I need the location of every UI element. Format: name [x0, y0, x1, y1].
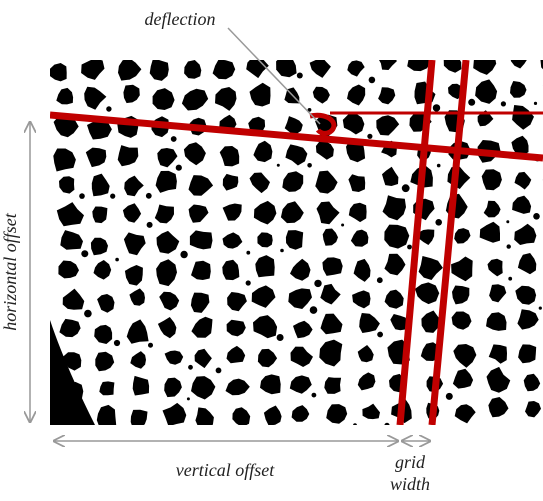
speck	[384, 423, 389, 428]
speck	[310, 306, 318, 314]
speck	[106, 106, 111, 111]
speck	[171, 136, 177, 142]
speck	[216, 368, 222, 374]
speck	[539, 307, 542, 310]
dot	[324, 377, 341, 394]
speck	[277, 164, 280, 167]
speck	[369, 77, 376, 84]
speck	[367, 134, 372, 139]
speck	[79, 193, 85, 199]
speck	[312, 393, 317, 398]
grid-width-label: width	[390, 474, 430, 494]
deflection-label: deflection	[145, 9, 216, 29]
speck	[407, 245, 412, 250]
vertical-offset-label: vertical offset	[176, 460, 275, 480]
speck	[115, 258, 119, 262]
speck	[446, 393, 453, 400]
speck	[508, 277, 512, 281]
speck	[435, 219, 442, 226]
speck	[188, 365, 193, 370]
speck	[114, 340, 120, 346]
speck	[187, 397, 190, 400]
dot-pattern	[50, 51, 543, 432]
speck	[468, 99, 475, 106]
horizontal-offset-label: horizontal offset	[0, 212, 20, 331]
speck	[110, 194, 115, 199]
speck	[277, 334, 284, 341]
speck	[437, 164, 441, 168]
speck	[146, 193, 152, 199]
speck	[402, 184, 410, 192]
speck	[176, 165, 182, 171]
speck	[81, 250, 88, 257]
speck	[506, 220, 509, 223]
speck	[433, 104, 440, 111]
speck	[307, 163, 312, 168]
speck	[507, 244, 511, 248]
dot	[131, 410, 148, 429]
diagram: deflection horizontal offset vertical of…	[0, 0, 543, 496]
speck	[314, 280, 321, 287]
speck	[377, 277, 383, 283]
speck	[297, 73, 303, 79]
speck	[533, 213, 540, 220]
speck	[280, 249, 284, 253]
speck	[147, 222, 153, 228]
speck	[246, 280, 251, 285]
speck	[246, 251, 250, 255]
speck	[341, 224, 344, 227]
speck	[377, 332, 383, 338]
speck	[353, 423, 357, 427]
speck	[180, 251, 187, 258]
speck	[501, 101, 506, 106]
grid-width-label: grid	[395, 452, 426, 472]
speck	[148, 343, 153, 348]
speck	[534, 102, 537, 105]
dot	[322, 257, 342, 276]
speck	[219, 426, 223, 430]
speck	[84, 310, 92, 318]
